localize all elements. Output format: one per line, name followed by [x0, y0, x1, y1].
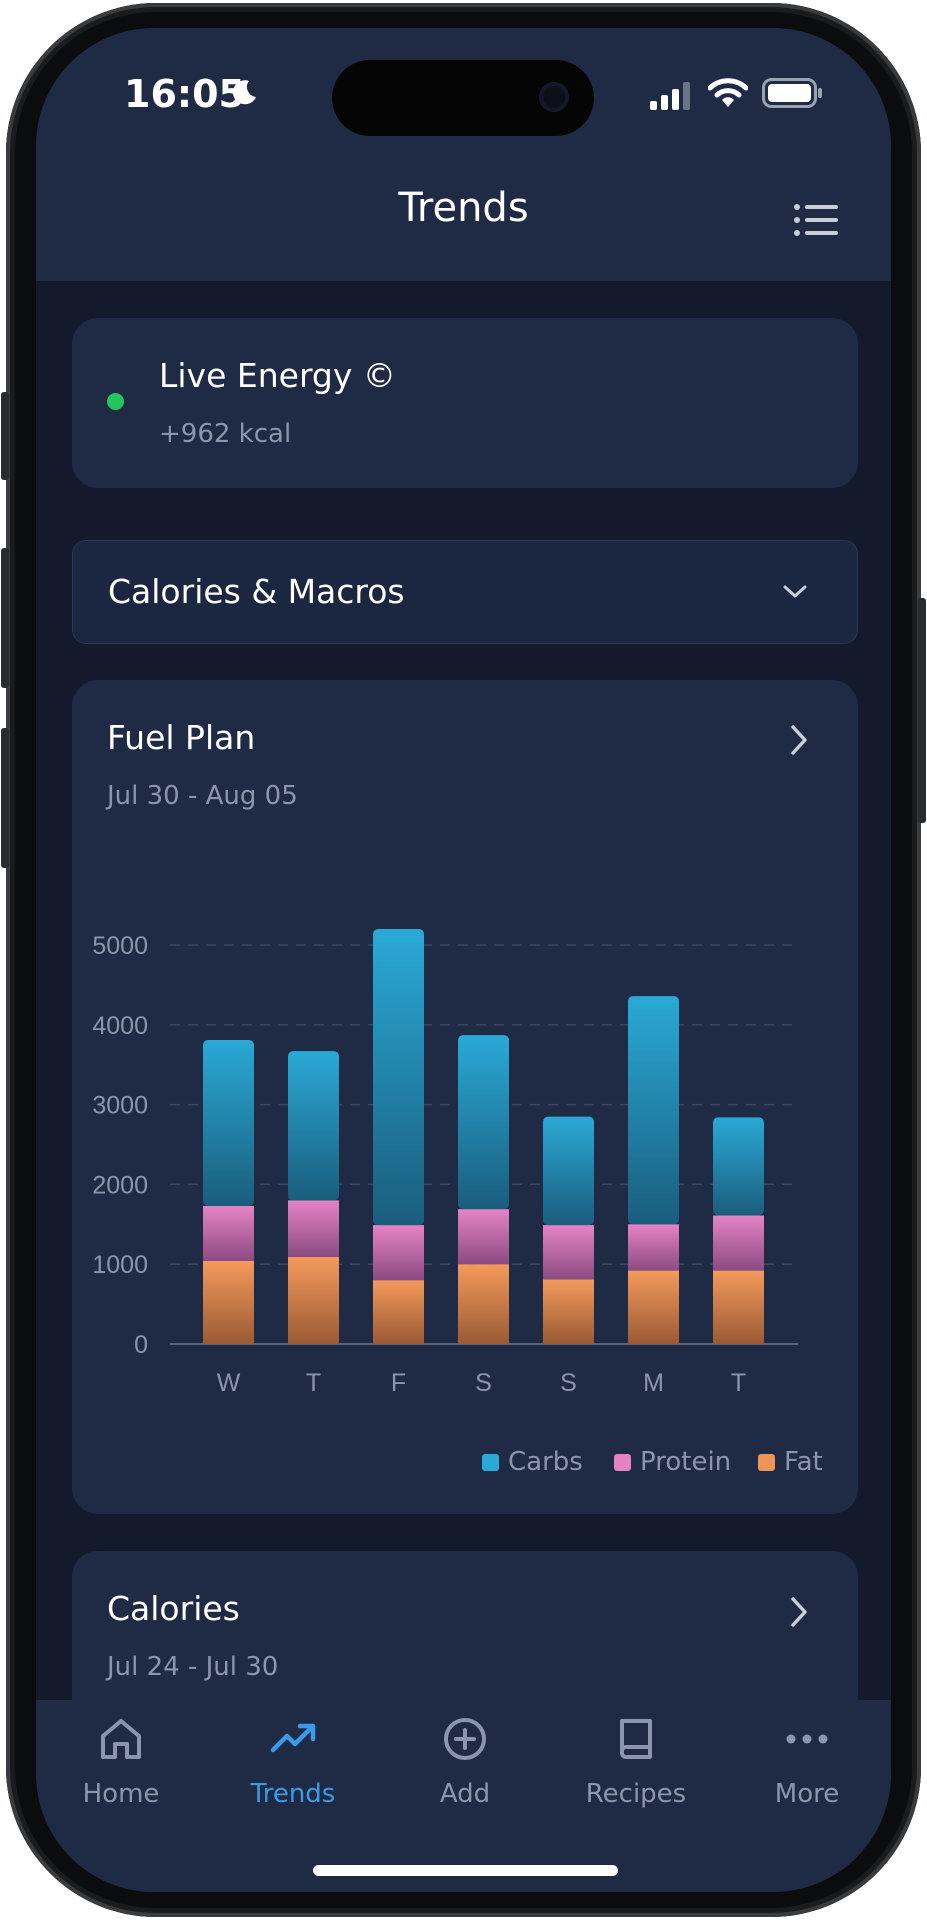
- fuel-plan-title: Fuel Plan: [107, 718, 256, 757]
- tab-home-label: Home: [82, 1779, 160, 1809]
- metric-dropdown[interactable]: [72, 540, 858, 644]
- tab-trends[interactable]: Trends: [223, 1700, 363, 1820]
- wifi-icon: [708, 78, 748, 107]
- chevron-right-icon[interactable]: [789, 724, 809, 756]
- power-button: [918, 598, 926, 823]
- legend-swatch-fat: [758, 1454, 775, 1471]
- legend-swatch-protein: [614, 1454, 631, 1471]
- volume-down-button: [1, 728, 9, 868]
- side-button: [1, 392, 9, 480]
- calories-range: Jul 24 - Jul 30: [107, 1652, 279, 1682]
- home-indicator: [313, 1865, 618, 1876]
- book-icon: [620, 1719, 652, 1759]
- live-energy-card[interactable]: [72, 318, 858, 488]
- signal-icon: [650, 82, 690, 110]
- metric-dropdown-value: Calories & Macros: [108, 572, 405, 611]
- add-circle-icon: [444, 1718, 486, 1760]
- home-icon: [101, 1719, 141, 1759]
- live-energy-title: Live Energy ©: [159, 356, 396, 395]
- tab-home[interactable]: Home: [51, 1700, 191, 1820]
- live-status-dot: [107, 393, 124, 410]
- legend-label-carbs: Carbs: [508, 1447, 583, 1477]
- calories-title: Calories: [107, 1589, 240, 1628]
- navigation-bar: Trends: [36, 138, 891, 281]
- list-icon[interactable]: [794, 203, 838, 237]
- page-title: Trends: [398, 185, 529, 231]
- camera-icon: [539, 82, 569, 112]
- more-icon: [786, 1734, 828, 1744]
- volume-up-button: [1, 548, 9, 688]
- tab-add[interactable]: Add: [395, 1700, 535, 1820]
- battery-icon: [762, 78, 822, 108]
- legend-label-protein: Protein: [640, 1447, 732, 1477]
- calories-card[interactable]: [72, 1551, 858, 1701]
- live-energy-value: +962 kcal: [159, 419, 292, 449]
- moon-icon: [232, 80, 256, 105]
- legend-label-fat: Fat: [784, 1447, 823, 1477]
- chevron-right-icon[interactable]: [789, 1596, 809, 1628]
- tab-recipes[interactable]: Recipes: [566, 1700, 706, 1820]
- trending-up-icon: [270, 1723, 316, 1753]
- tab-trends-label: Trends: [250, 1779, 336, 1809]
- chevron-down-icon: [783, 585, 807, 598]
- tab-more-label: More: [774, 1779, 840, 1809]
- status-time: 16:05: [124, 72, 245, 116]
- tab-add-label: Add: [439, 1779, 491, 1809]
- legend-swatch-carbs: [482, 1454, 499, 1471]
- tab-recipes-label: Recipes: [585, 1779, 687, 1809]
- tab-more[interactable]: More: [737, 1700, 877, 1820]
- status-bar: 16:05: [36, 28, 891, 138]
- fuel-plan-range: Jul 30 - Aug 05: [107, 781, 298, 811]
